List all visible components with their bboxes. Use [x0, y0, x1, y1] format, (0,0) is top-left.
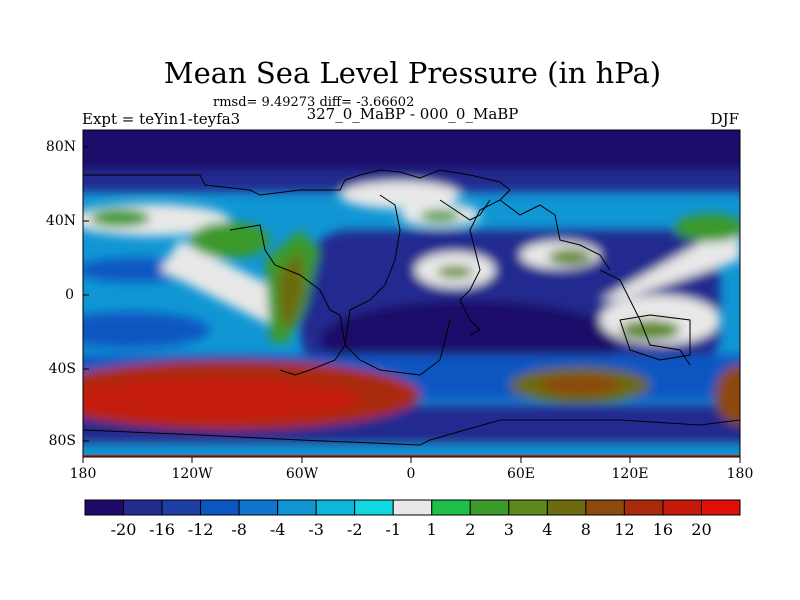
colorbar-label: 16 [652, 520, 674, 539]
colorbar-swatch [84, 499, 125, 516]
experiment-label: Expt = teYin1-teyfa3 [82, 110, 241, 128]
colorbar-swatch [585, 499, 625, 516]
colorbar-swatch [508, 499, 548, 516]
colorbar-label: -20 [110, 520, 137, 539]
colorbar-swatch [277, 499, 317, 516]
colorbar-swatch [161, 499, 202, 516]
contour-field [83, 130, 740, 457]
colorbar-label: -12 [187, 520, 214, 539]
lon-tick-120w: 120W [171, 466, 213, 482]
colorbar-swatch [392, 499, 433, 516]
colorbar-label: -4 [269, 520, 286, 539]
lon-tick-120e: 120E [611, 466, 649, 482]
colorbar-swatch [354, 499, 394, 516]
coastlines [83, 169, 740, 446]
lon-tick-180e: 180 [726, 466, 754, 482]
colorbar-swatch [200, 499, 240, 516]
colorbar-label: 8 [580, 520, 591, 539]
lon-tick-0: 0 [406, 466, 416, 482]
colorbar-swatch [700, 499, 741, 516]
axis-ticks [82, 146, 741, 463]
lat-tick-80n: 80N [45, 139, 76, 155]
colorbar-label: 4 [542, 520, 553, 539]
stats-label: rmsd= 9.49273 diff= -3.66602 [213, 95, 415, 110]
season-label: DJF [710, 110, 739, 128]
colorbar-swatch [431, 499, 471, 516]
colorbar-swatch [623, 499, 664, 516]
colorbar-swatch [662, 499, 702, 516]
colorbar-label: -1 [385, 520, 402, 539]
colorbar-label: -3 [308, 520, 324, 539]
lat-tick-40s: 40S [48, 361, 76, 377]
colorbar-label: 3 [503, 520, 514, 539]
colorbar-swatch [469, 499, 510, 516]
lat-tick-80s: 80S [48, 433, 76, 449]
colorbar-swatch [315, 499, 356, 516]
colorbar-label: 2 [465, 520, 476, 539]
colorbar-label: 1 [426, 520, 437, 539]
lat-tick-0: 0 [65, 287, 74, 303]
colorbar-swatch [238, 499, 279, 516]
colorbar-label: -2 [346, 520, 363, 539]
colorbar-swatch [123, 499, 163, 516]
period-label: 327_0_MaBP - 000_0_MaBP [306, 105, 519, 123]
colorbar-label: -8 [231, 520, 247, 539]
map-title: Mean Sea Level Pressure (in hPa) [163, 56, 662, 90]
colorbar-label: -16 [149, 520, 175, 539]
lon-tick-60w: 60W [285, 466, 319, 482]
lon-tick-60e: 60E [506, 466, 536, 482]
colorbar-label: 20 [691, 520, 712, 539]
colorbar-swatch [546, 499, 587, 516]
lat-tick-40n: 40N [45, 213, 76, 229]
colorbar-label: 12 [614, 520, 635, 539]
lon-tick-180w: 180 [69, 466, 97, 482]
